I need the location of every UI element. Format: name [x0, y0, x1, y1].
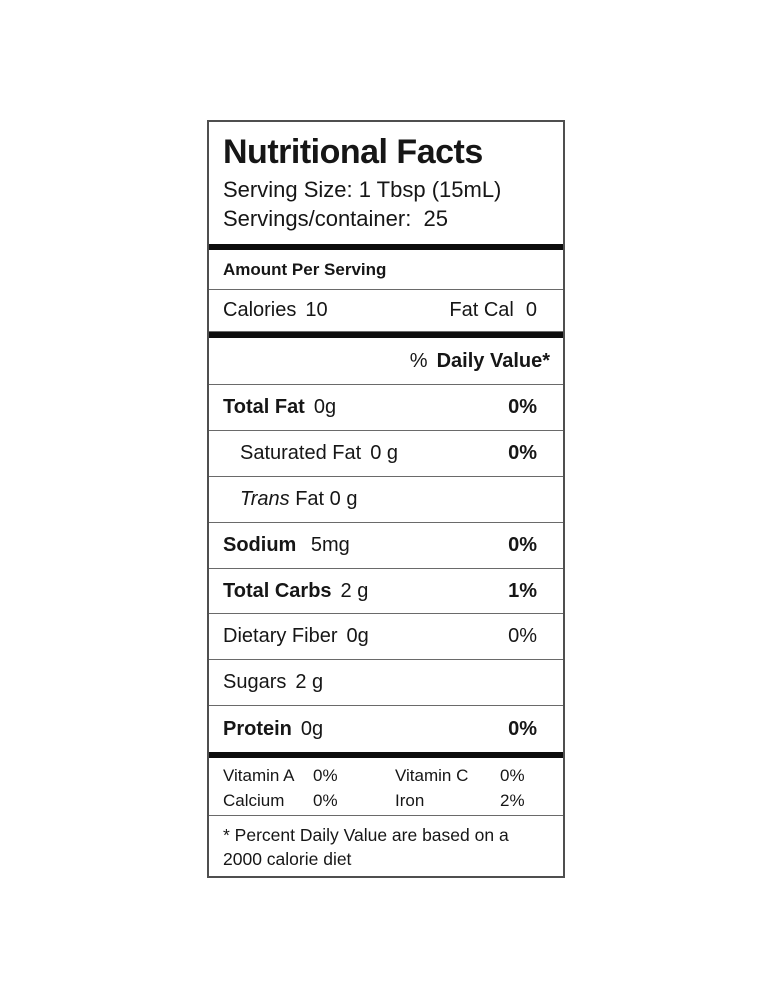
nutrient-row-sugars: Sugars 2 g — [209, 660, 563, 707]
nutrient-amount: 2 g — [295, 671, 324, 694]
nutrient-name: Saturated Fat — [240, 441, 362, 464]
nutrient-daily-value: 0% — [508, 717, 537, 740]
calories-label: Calories — [223, 299, 297, 321]
nutrient-daily-value: 0% — [508, 625, 537, 648]
vitamin-value: 2% — [500, 791, 525, 811]
daily-value-header-row: % Daily Value* — [209, 338, 563, 385]
amount-per-serving-row: Amount Per Serving — [209, 250, 563, 290]
nutrient-name-italic: Trans — [240, 487, 290, 510]
label-title: Nutritional Facts — [223, 133, 483, 171]
nutrient-daily-value: 0% — [508, 533, 537, 556]
fat-cal-label: Fat Cal — [449, 299, 514, 321]
nutrient-amount: 0g — [313, 395, 337, 418]
footnote: * Percent Daily Value are based on a 200… — [223, 825, 509, 870]
nutrient-row-sodium: Sodium 5mg 0% — [209, 523, 563, 569]
fat-cal-value: 0 — [525, 299, 537, 321]
nutrient-row-total-fat: Total Fat 0g 0% — [209, 385, 563, 431]
thick-divider-middle — [209, 332, 563, 338]
amount-per-serving-label: Amount Per Serving — [223, 259, 387, 279]
vitamins-section: Vitamin A 0% Vitamin C 0% Calcium 0% Iro… — [209, 758, 563, 817]
thick-divider-top — [209, 244, 563, 250]
nutrient-amount: 0g — [300, 717, 324, 740]
nutrient-daily-value: 0% — [508, 441, 537, 464]
label-header: Nutritional Facts Serving Size: 1 Tbsp (… — [209, 122, 563, 244]
nutrient-name: Protein — [223, 717, 292, 740]
vitamin-name: Iron — [395, 791, 425, 811]
nutrient-row-total-carbs: Total Carbs 2 g 1% — [209, 569, 563, 615]
nutrient-amount: 5mg — [305, 533, 350, 556]
nutrient-name: Sugars — [223, 671, 287, 694]
nutrient-amount: 0g — [346, 625, 369, 648]
servings-per-container-line: Servings/container: 25 — [223, 206, 449, 232]
daily-value-header-label: Daily Value* — [436, 349, 550, 372]
nutrient-amount: 2 g — [340, 579, 369, 602]
nutrient-amount: 0 g — [370, 441, 398, 464]
nutrient-row-trans-fat: Trans Fat 0 g — [209, 477, 563, 523]
nutrient-name: Fat 0 g — [289, 487, 358, 510]
vitamin-name: Calcium — [223, 791, 285, 811]
nutrient-daily-value: 0% — [508, 395, 537, 418]
nutrient-name: Sodium — [223, 533, 297, 556]
nutrient-row-protein: Protein 0g 0% — [209, 706, 563, 752]
nutrient-name: Total Carbs — [223, 579, 332, 602]
fat-cal-group: Fat Cal 0 — [449, 299, 537, 322]
calories-row: Calories 10 Fat Cal 0 — [209, 290, 563, 332]
thick-divider-bottom — [209, 752, 563, 759]
calories-value: 10 — [305, 299, 328, 321]
vitamin-value: 0% — [313, 766, 338, 786]
nutrient-name: Total Fat — [223, 395, 305, 418]
serving-size-line: Serving Size: 1 Tbsp (15mL) — [223, 177, 502, 203]
vitamins-row: Vitamin A 0% Vitamin C 0% — [223, 763, 549, 788]
percent-sign: % — [409, 349, 428, 372]
nutrition-facts-label: Nutritional Facts Serving Size: 1 Tbsp (… — [207, 120, 565, 878]
nutrient-name: Dietary Fiber — [223, 625, 338, 648]
nutrient-row-saturated-fat: Saturated Fat 0 g 0% — [209, 431, 563, 477]
vitamin-name: Vitamin C — [395, 766, 469, 786]
nutrient-row-dietary-fiber: Dietary Fiber 0g 0% — [209, 614, 563, 661]
nutrient-daily-value: 1% — [508, 579, 537, 602]
vitamin-value: 0% — [313, 791, 338, 811]
vitamin-value: 0% — [500, 766, 525, 786]
vitamins-row: Calcium 0% Iron 2% — [223, 788, 549, 813]
vitamin-name: Vitamin A — [223, 766, 295, 786]
